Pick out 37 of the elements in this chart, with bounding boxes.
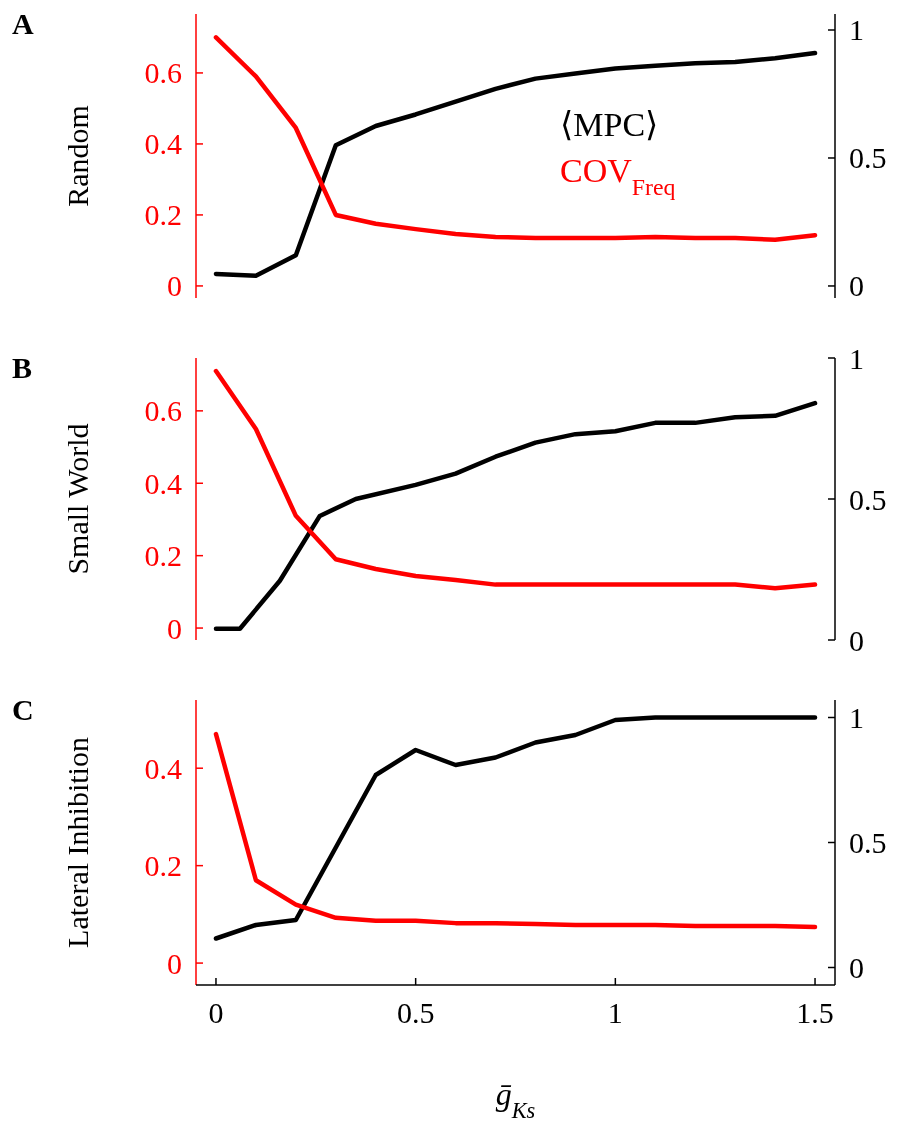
y-tick-label: 0.6 bbox=[144, 56, 182, 90]
x-tick-label: 1 bbox=[607, 996, 623, 1029]
series-label: COV$_{Freq}$ bbox=[560, 152, 676, 200]
y-tick-label: 0 bbox=[167, 946, 182, 980]
y2-tick-label: 0 bbox=[849, 623, 864, 657]
y2-tick-label: 0.5 bbox=[849, 482, 887, 516]
y2-tick-label: 0.5 bbox=[849, 826, 887, 859]
y2-tick-label: 0.5 bbox=[849, 141, 887, 175]
chart-title: C bbox=[12, 693, 34, 726]
x-tick-label: 1.5 bbox=[796, 996, 834, 1029]
line-series bbox=[213, 50, 818, 278]
y-axis-title: Lateral Inhibition bbox=[61, 737, 94, 948]
y-tick-label: 0.4 bbox=[144, 466, 182, 500]
y-tick-label: 0 bbox=[167, 611, 182, 645]
y2-tick-label: 1 bbox=[849, 341, 864, 375]
y-tick-label: 0.4 bbox=[144, 127, 182, 161]
line-series bbox=[213, 400, 818, 631]
y-tick-label: 0.6 bbox=[144, 394, 182, 428]
y2-tick-label: 0 bbox=[849, 951, 864, 984]
y-tick-label: 0 bbox=[167, 269, 182, 303]
y2-tick-label: 1 bbox=[849, 13, 864, 47]
chart-title: B bbox=[12, 351, 33, 384]
y-tick-label: 0.2 bbox=[144, 539, 182, 573]
chart-title: A bbox=[12, 7, 34, 40]
x-tick-label: 0.5 bbox=[396, 996, 435, 1029]
y-tick-label: 0.4 bbox=[144, 751, 182, 785]
y-tick-label: 0.2 bbox=[144, 849, 182, 883]
y-axis-title: Small World bbox=[61, 423, 94, 575]
line-series bbox=[213, 35, 818, 243]
y-axis-title: Random bbox=[61, 105, 94, 207]
y2-tick-label: 1 bbox=[849, 701, 864, 734]
x-tick-label: 0 bbox=[208, 996, 224, 1029]
x-axis-title: ḡ$_{Ks}$ bbox=[495, 1076, 536, 1123]
y-tick-label: 0.2 bbox=[144, 198, 182, 232]
y2-tick-label: 0 bbox=[849, 269, 864, 303]
series-label: ⟨MPC⟩ bbox=[560, 106, 659, 143]
line-series bbox=[213, 368, 818, 591]
